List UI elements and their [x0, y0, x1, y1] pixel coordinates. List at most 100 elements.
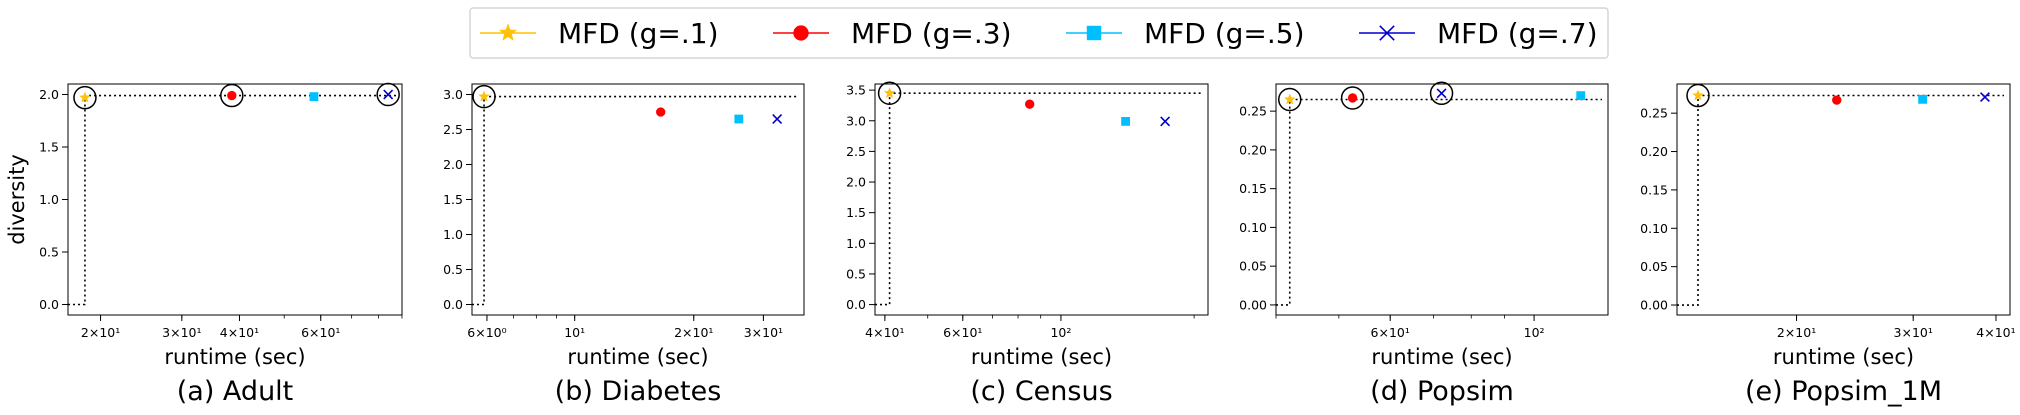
panel-caption: (b) Diabetes	[555, 376, 722, 407]
data-point-mfd-g-5	[734, 114, 744, 124]
x-tick-label: 2×10¹	[81, 325, 120, 340]
x-tick-label: 6×10¹	[1371, 325, 1410, 340]
y-tick-label: 0.0	[846, 297, 866, 312]
y-tick-label: 0.05	[1239, 259, 1267, 274]
x-tick-label: 4×10¹	[1976, 325, 2015, 340]
y-tick-label: 0.15	[1640, 182, 1668, 197]
y-tick-label: 3.0	[846, 113, 866, 128]
highlight-circle	[220, 83, 244, 108]
y-tick-label: 1.0	[846, 236, 866, 251]
panel-d-popsim: 6×10¹ 10² 0.00 0.05 0.10 0.15 0.20 0.25 runtime …	[1239, 81, 1609, 407]
legend-frame	[469, 7, 1609, 59]
y-tick-label: 0.00	[1640, 298, 1668, 313]
frontier-line	[1677, 94, 2004, 306]
highlight-circle	[1429, 81, 1454, 106]
y-tick-label: 2.5	[443, 122, 463, 137]
y-tick-label: 0.15	[1239, 181, 1267, 196]
panel-e-popsim-1m: 2×10¹ 3×10¹ 4×10¹ 0.00 0.05 0.10 0.15 0.20 0.25 r…	[1640, 83, 2016, 407]
highlight-circle	[1277, 87, 1302, 112]
x-tick-label: 4×10¹	[220, 325, 259, 340]
legend-item-mfd-g-5: MFD (g=.5)	[1066, 17, 1305, 50]
y-tick-label: 0.20	[1239, 142, 1267, 157]
y-tick-label: 0.10	[1239, 220, 1267, 235]
x-tick-label: 6×10¹	[301, 325, 340, 340]
star-marker-icon	[498, 23, 518, 41]
y-tick-label: 3.0	[443, 87, 463, 102]
x-tick-label: 10²	[1524, 325, 1545, 340]
y-tick-label: 0.0	[39, 297, 59, 312]
y-tick-label: 0.10	[1640, 221, 1668, 236]
data-point-mfd-g-5	[1576, 91, 1586, 101]
x-axis-title: runtime (sec)	[164, 345, 305, 369]
plot-frame	[874, 83, 1209, 316]
x-axis-title: runtime (sec)	[567, 345, 708, 369]
data-point-mfd-g-3	[227, 90, 237, 101]
y-tick-label: 1.5	[443, 192, 463, 207]
frontier-line	[472, 95, 798, 306]
y-tick-label: 1.0	[443, 227, 463, 242]
x-tick-label: 4×10¹	[865, 325, 904, 340]
data-point-mfd-g-5	[309, 92, 319, 101]
y-tick-label: 2.0	[39, 87, 59, 102]
data-point-mfd-g-7	[772, 114, 783, 124]
data-point-mfd-g-3	[1025, 99, 1035, 109]
legend-label: MFD (g=.7)	[1437, 17, 1598, 50]
legend-label: MFD (g=.1)	[558, 17, 719, 50]
x-tick-label: 6×10¹	[943, 325, 982, 340]
data-point-mfd-g-7	[1160, 116, 1171, 127]
y-tick-label: 0.25	[1239, 104, 1267, 119]
panels: 2×10¹ 3×10¹ 4×10¹ 6×10¹ 0.0 0.5 1.0 1.5 2.0 runti…	[5, 81, 2016, 407]
square-marker-icon	[1086, 25, 1102, 41]
x-axis-title: runtime (sec)	[971, 345, 1112, 369]
highlight-circle	[877, 81, 902, 105]
y-tick-label: 1.0	[39, 192, 59, 207]
highlight-circle	[1686, 83, 1710, 108]
data-point-mfd-g-7	[1436, 88, 1447, 99]
frontier-line	[68, 94, 396, 306]
data-point-mfd-g-1	[1283, 93, 1296, 105]
data-point-mfd-g-5	[1918, 94, 1928, 104]
y-tick-label: 1.5	[39, 140, 59, 155]
frontier-line	[875, 92, 1202, 306]
y-tick-label: 3.5	[846, 83, 866, 98]
legend-label: MFD (g=.5)	[1144, 17, 1305, 50]
highlight-circle	[73, 85, 97, 110]
y-tick-label: 2.0	[846, 175, 866, 190]
y-tick-label: 0.00	[1239, 297, 1267, 312]
y-axis-title: diversity	[5, 154, 29, 245]
x-axis-title: runtime (sec)	[1371, 345, 1512, 369]
x-tick-label: 3×10¹	[162, 325, 201, 340]
data-point-mfd-g-7	[383, 89, 394, 100]
x-tick-label: 10²	[1050, 325, 1071, 340]
data-point-mfd-g-3	[656, 107, 666, 117]
frontier-line	[1276, 98, 1602, 306]
x-tick-label: 10¹	[564, 325, 585, 340]
highlight-circle	[1340, 86, 1365, 110]
y-tick-label: 0.20	[1640, 144, 1668, 159]
x-axis-title: runtime (sec)	[1773, 345, 1914, 369]
data-point-mfd-g-1	[79, 91, 91, 103]
panel-b-diabetes: 6×10⁰ 10¹ 2×10¹ 3×10¹ 0.0 0.5 1.0 1.5 2.0 2.5 3.0 r…	[443, 83, 805, 407]
y-tick-label: 0.0	[443, 297, 463, 312]
x-tick-label: 3×10¹	[1894, 325, 1933, 340]
y-tick-label: 2.5	[846, 144, 866, 159]
y-tick-label: 0.5	[846, 266, 866, 281]
y-tick-label: 0.5	[39, 245, 59, 260]
legend-item-mfd-g-1: MFD (g=.1)	[480, 17, 719, 50]
x-tick-label: 6×10⁰	[467, 325, 506, 340]
plot-frame	[1275, 83, 1609, 316]
panel-caption: (a) Adult	[177, 376, 294, 407]
plot-frame	[471, 83, 805, 316]
legend-label: MFD (g=.3)	[851, 17, 1012, 50]
y-tick-label: 1.5	[846, 205, 866, 220]
highlight-circle	[472, 84, 496, 109]
panel-caption: (c) Census	[970, 376, 1112, 407]
panel-a-adult: 2×10¹ 3×10¹ 4×10¹ 6×10¹ 0.0 0.5 1.0 1.5 2.0 runti…	[5, 82, 403, 407]
y-tick-label: 0.25	[1640, 106, 1668, 121]
data-point-mfd-g-1	[478, 90, 490, 102]
data-point-mfd-g-7	[1980, 92, 1990, 103]
x-tick-label: 3×10¹	[744, 325, 783, 340]
data-point-mfd-g-5	[1121, 116, 1130, 126]
data-point-mfd-g-1	[1692, 89, 1704, 101]
